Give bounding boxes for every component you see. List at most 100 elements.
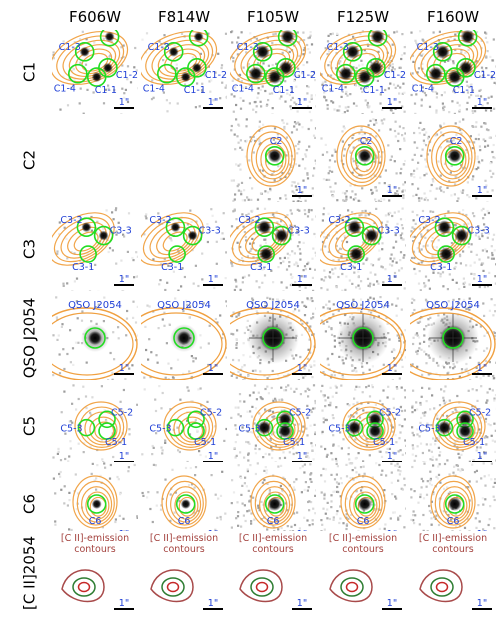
noise-pixel — [436, 417, 439, 420]
noise-pixel — [488, 361, 491, 364]
noise-pixel — [379, 155, 383, 158]
noise-pixel — [341, 218, 344, 222]
noise-pixel — [424, 165, 427, 168]
noise-pixel — [416, 445, 419, 448]
noise-pixel — [380, 85, 383, 88]
noise-pixel — [230, 93, 233, 96]
noise-pixel — [324, 330, 327, 333]
noise-pixel — [299, 258, 302, 261]
noise-pixel — [372, 297, 375, 300]
noise-pixel — [321, 409, 324, 412]
noise-pixel — [161, 449, 164, 452]
noise-pixel — [478, 520, 481, 523]
noise-pixel — [326, 288, 329, 291]
noise-pixel — [303, 452, 306, 455]
galaxy — [193, 31, 204, 42]
noise-pixel — [312, 458, 315, 461]
noise-pixel — [341, 376, 345, 379]
noise-pixel — [77, 341, 80, 344]
noise-pixel — [69, 361, 72, 364]
noise-pixel — [355, 66, 358, 70]
noise-pixel — [389, 517, 392, 520]
noise-pixel — [148, 305, 151, 308]
row-label-c2: C2 — [21, 150, 39, 170]
noise-pixel — [288, 265, 291, 268]
source-label-c1-1: C1-1 — [453, 85, 475, 96]
noise-pixel — [458, 375, 461, 378]
noise-pixel — [442, 396, 445, 399]
noise-pixel — [442, 108, 445, 112]
source-circle — [175, 67, 196, 87]
noise-pixel — [492, 172, 495, 175]
galaxy — [368, 412, 383, 427]
noise-pixel — [237, 141, 240, 144]
noise-pixel — [369, 119, 372, 122]
noise-pixel — [412, 514, 415, 517]
noise-pixel — [355, 104, 358, 107]
emission-contour — [230, 312, 312, 376]
noise-pixel — [421, 209, 425, 213]
noise-pixel — [111, 371, 114, 374]
source-label-c3-2: C3-2 — [418, 215, 440, 226]
noise-pixel — [346, 109, 349, 112]
noise-pixel — [321, 523, 324, 526]
noise-pixel — [73, 280, 76, 283]
noise-pixel — [489, 162, 492, 165]
noise-pixel — [480, 232, 484, 235]
noise-pixel — [457, 197, 460, 200]
noise-pixel — [68, 491, 71, 494]
noise-pixel — [428, 356, 431, 359]
noise-pixel — [435, 458, 438, 461]
noise-pixel — [219, 518, 222, 521]
noise-pixel — [425, 144, 428, 147]
noise-pixel — [269, 187, 272, 190]
noise-pixel — [404, 159, 406, 163]
noise-pixel — [473, 273, 476, 276]
noise-pixel — [309, 478, 312, 481]
noise-pixel — [147, 491, 150, 494]
noise-pixel — [119, 400, 122, 403]
noise-pixel — [310, 472, 313, 475]
noise-pixel — [309, 424, 312, 427]
noise-pixel — [178, 450, 181, 454]
noise-pixel — [382, 306, 385, 309]
noise-pixel — [405, 244, 406, 247]
noise-pixel — [201, 278, 204, 281]
noise-pixel — [323, 91, 326, 94]
noise-pixel — [353, 271, 356, 274]
noise-pixel — [382, 363, 385, 366]
noise-pixel — [272, 138, 275, 141]
galaxy — [267, 497, 282, 511]
noise-pixel — [283, 223, 286, 226]
cii-note-line1: [C II]-emission — [61, 533, 129, 544]
noise-pixel — [357, 139, 360, 142]
noise-pixel — [304, 199, 307, 202]
noise-pixel — [278, 448, 281, 451]
noise-pixel — [483, 349, 486, 352]
source-label-c6: C6 — [89, 516, 102, 527]
noise-pixel — [303, 209, 306, 212]
noise-pixel — [383, 182, 386, 185]
noise-pixel — [241, 365, 244, 369]
noise-pixel — [466, 181, 469, 184]
noise-pixel — [94, 306, 97, 309]
noise-pixel — [484, 484, 487, 487]
noise-pixel — [435, 372, 438, 375]
noise-pixel — [368, 395, 372, 398]
noise-pixel — [365, 86, 368, 89]
noise-pixel — [52, 57, 55, 60]
noise-pixel — [475, 121, 478, 124]
noise-pixel — [357, 199, 360, 202]
noise-pixel — [258, 125, 261, 128]
noise-pixel — [330, 373, 333, 377]
noise-pixel — [485, 67, 488, 70]
noise-pixel — [277, 300, 280, 303]
scale-bar-label: 1" — [297, 274, 307, 285]
noise-pixel — [297, 200, 300, 202]
galaxy — [447, 497, 462, 511]
noise-pixel — [302, 63, 305, 67]
noise-pixel — [427, 373, 430, 376]
noise-pixel — [133, 463, 136, 467]
noise-pixel — [337, 249, 340, 252]
galaxy — [267, 70, 282, 85]
